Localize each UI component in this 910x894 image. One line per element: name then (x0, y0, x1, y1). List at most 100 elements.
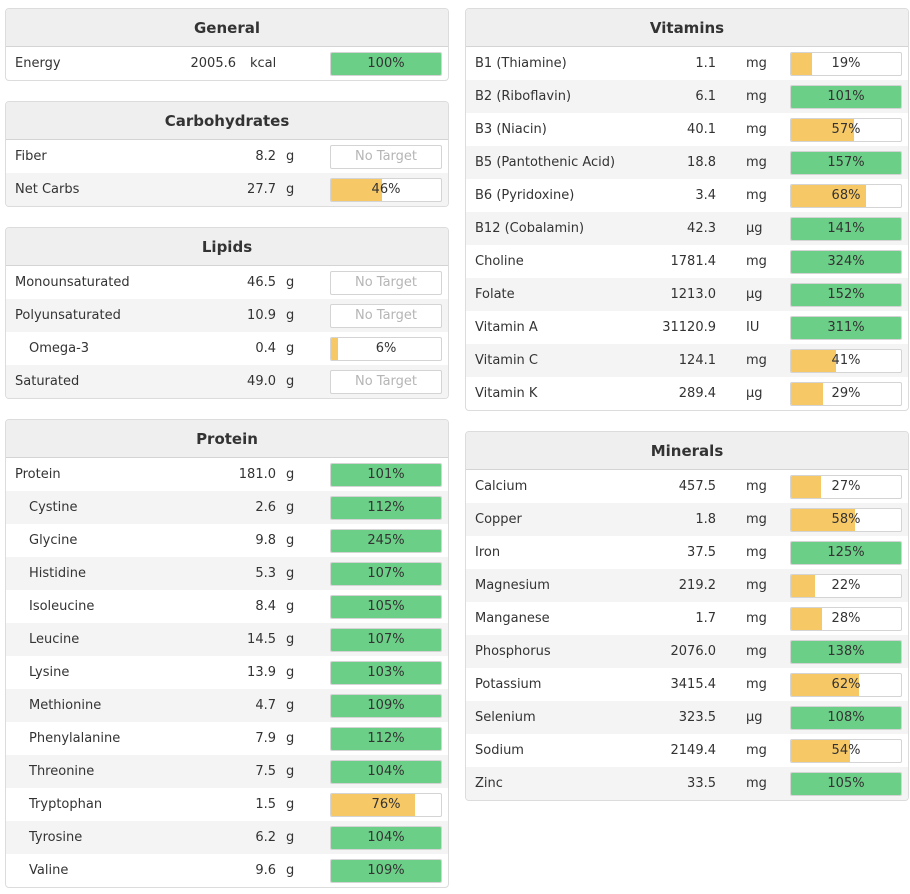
target-progress-bar: 107% (330, 562, 442, 586)
nutrient-name: Iron (475, 545, 501, 560)
nutrient-unit: mg (746, 155, 767, 170)
nutrient-unit: mg (746, 89, 767, 104)
nutrient-name: Leucine (29, 632, 80, 647)
nutrient-unit: mg (746, 677, 767, 692)
nutrient-unit: g (286, 182, 295, 197)
target-percent-label: 27% (831, 479, 861, 494)
target-progress-bar: 41% (790, 349, 902, 373)
nutrient-unit: mg (746, 254, 767, 269)
target-progress-fill (791, 185, 866, 207)
target-progress-bar: 141% (790, 217, 902, 241)
nutrient-row-tryptophan: Tryptophan 1.5 g 76% (6, 788, 448, 821)
nutrient-row-leucine: Leucine 14.5 g 107% (6, 623, 448, 656)
nutrient-name: Protein (15, 467, 61, 482)
nutrient-row-selenium: Selenium 323.5 µg 108% (466, 701, 908, 734)
nutrient-row-protein: Protein 181.0 g 101% (6, 458, 448, 491)
target-progress-fill (791, 641, 901, 663)
nutrient-unit: g (286, 698, 295, 713)
target-progress-bar: 152% (790, 283, 902, 307)
nutrient-row-b5-pantothenic-acid: B5 (Pantothenic Acid) 18.8 mg 157% (466, 146, 908, 179)
nutrient-row-b2-riboflavin: B2 (Riboflavin) 6.1 mg 101% (466, 80, 908, 113)
nutrient-unit: g (286, 830, 295, 845)
nutrient-row-b12-cobalamin: B12 (Cobalamin) 42.3 µg 141% (466, 212, 908, 245)
target-progress-bar: 76% (330, 793, 442, 817)
nutrient-row-cystine: Cystine 2.6 g 112% (6, 491, 448, 524)
nutrient-name: Vitamin C (475, 353, 539, 368)
nutrient-amount: 40.1 (687, 122, 716, 137)
nutrient-name: Selenium (475, 710, 536, 725)
target-percent-label: 19% (831, 56, 861, 71)
nutrient-row-saturated: Saturated 49.0 g No Target (6, 365, 448, 398)
target-progress-fill (791, 350, 837, 372)
target-progress-bar: 19% (790, 52, 902, 76)
target-progress-bar: 125% (790, 541, 902, 565)
target-percent-label: 101% (827, 89, 865, 104)
minerals-panel: Minerals Calcium 457.5 mg 27% Copper 1.8 mg 58%… (465, 431, 909, 801)
nutrient-unit: g (286, 341, 295, 356)
target-percent-label: 22% (831, 578, 861, 593)
nutrient-row-isoleucine: Isoleucine 8.4 g 105% (6, 590, 448, 623)
nutrient-amount: 37.5 (687, 545, 716, 560)
target-percent-label: 105% (827, 776, 865, 791)
nutrient-name: Methionine (29, 698, 102, 713)
nutrient-amount: 13.9 (247, 665, 276, 680)
target-progress-fill (791, 608, 822, 630)
nutrient-unit: mg (746, 644, 767, 659)
nutrient-unit: g (286, 374, 295, 389)
nutrient-unit: mg (746, 122, 767, 137)
nutrient-name: Isoleucine (29, 599, 95, 614)
nutrient-amount: 31120.9 (662, 320, 716, 335)
nutrient-name: Monounsaturated (15, 275, 130, 290)
target-progress-bar: 29% (790, 382, 902, 406)
target-progress-fill (791, 86, 901, 108)
target-progress-bar: No Target (330, 145, 442, 169)
nutrient-amount: 323.5 (678, 710, 716, 725)
target-progress-bar: 324% (790, 250, 902, 274)
nutrient-name: Histidine (29, 566, 86, 581)
target-percent-label: 103% (367, 665, 405, 680)
nutrient-amount: 27.7 (247, 182, 276, 197)
general-panel: General Energy 2005.6 kcal 100% (5, 8, 449, 81)
target-progress-bar: 103% (330, 661, 442, 685)
target-percent-label: 157% (827, 155, 865, 170)
nutrient-name: Saturated (15, 374, 80, 389)
nutrient-unit: mg (746, 611, 767, 626)
nutrient-name: Sodium (475, 743, 524, 758)
nutrient-name: Tyrosine (29, 830, 83, 845)
nutrient-name: Potassium (475, 677, 542, 692)
target-progress-fill (331, 530, 441, 552)
nutrient-row-copper: Copper 1.8 mg 58% (466, 503, 908, 536)
target-percent-label: 112% (367, 500, 405, 515)
nutrient-amount: 2.6 (255, 500, 276, 515)
nutrient-amount: 2149.4 (670, 743, 717, 758)
nutrient-row-magnesium: Magnesium 219.2 mg 22% (466, 569, 908, 602)
target-percent-label: 104% (367, 764, 405, 779)
target-progress-bar: 68% (790, 184, 902, 208)
nutrient-amount: 10.9 (247, 308, 276, 323)
target-progress-fill (791, 284, 901, 306)
target-progress-bar: 57% (790, 118, 902, 142)
target-percent-label: 107% (367, 632, 405, 647)
nutrient-amount: 289.4 (678, 386, 716, 401)
target-progress-bar: No Target (330, 271, 442, 295)
target-progress-fill (791, 542, 901, 564)
target-progress-bar: 22% (790, 574, 902, 598)
nutrient-unit: g (286, 500, 295, 515)
nutrient-unit: g (286, 533, 295, 548)
target-progress-bar: No Target (330, 370, 442, 394)
nutrient-unit: g (286, 797, 295, 812)
nutrient-row-zinc: Zinc 33.5 mg 105% (466, 767, 908, 800)
nutrient-amount: 2076.0 (670, 644, 717, 659)
nutrient-row-choline: Choline 1781.4 mg 324% (466, 245, 908, 278)
nutrient-amount: 0.4 (255, 341, 276, 356)
target-percent-label: 41% (831, 353, 861, 368)
target-progress-bar: No Target (330, 304, 442, 328)
nutrient-row-tyrosine: Tyrosine 6.2 g 104% (6, 821, 448, 854)
target-percent-label: 6% (375, 341, 397, 356)
nutrient-row-folate: Folate 1213.0 µg 152% (466, 278, 908, 311)
nutrient-row-vitamin-c: Vitamin C 124.1 mg 41% (466, 344, 908, 377)
nutrient-name: Phosphorus (475, 644, 551, 659)
nutrient-amount: 5.3 (255, 566, 276, 581)
target-progress-bar: 46% (330, 178, 442, 202)
nutrient-amount: 1781.4 (670, 254, 717, 269)
